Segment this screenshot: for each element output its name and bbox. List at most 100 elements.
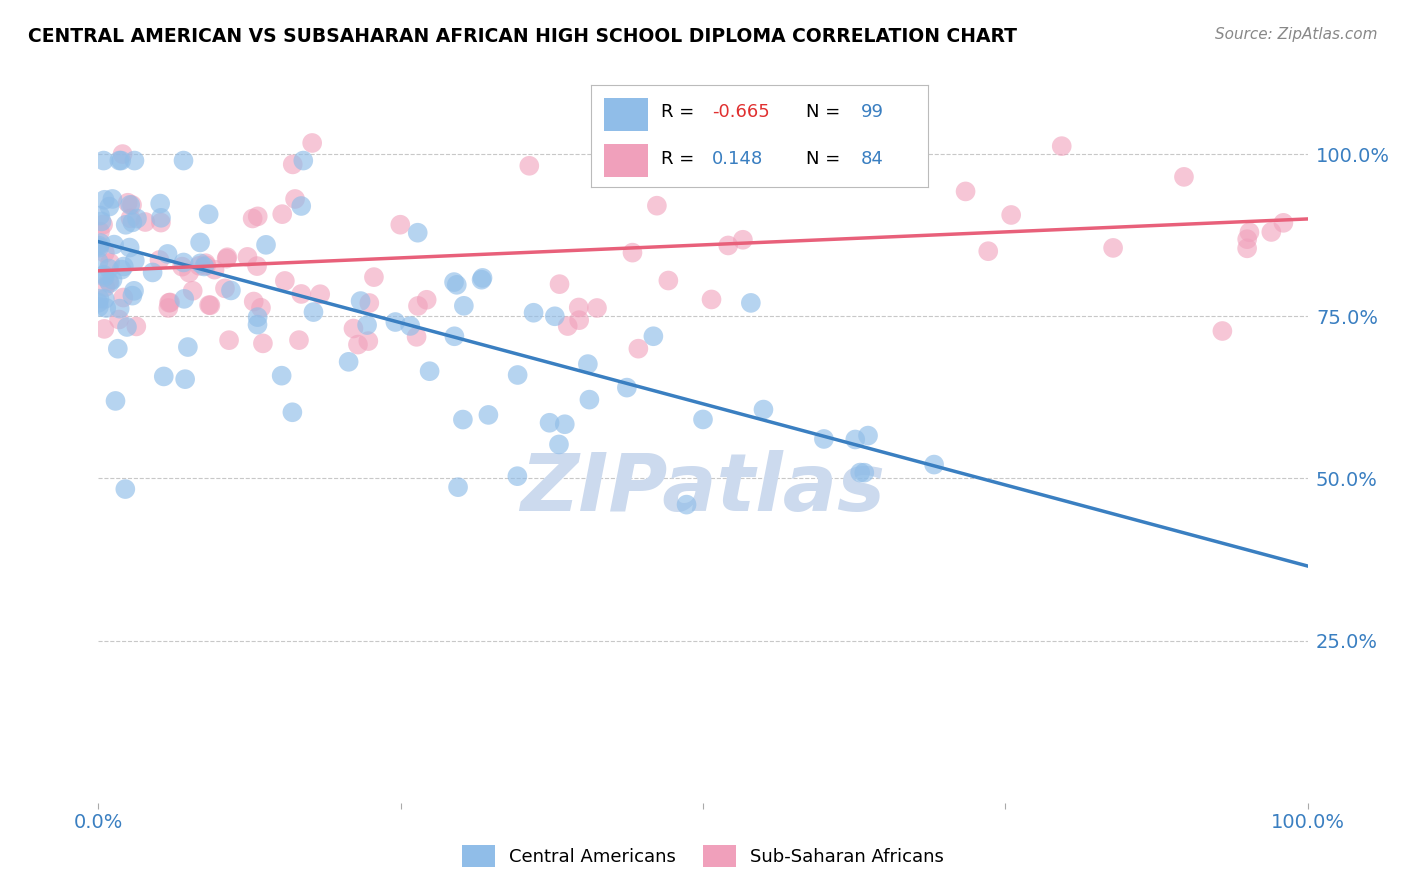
Point — [357, 334, 380, 348]
Point — [1260, 225, 1282, 239]
Text: R =: R = — [661, 150, 695, 168]
Point — [645, 199, 668, 213]
Point — [193, 260, 215, 274]
Point — [443, 329, 465, 343]
Point — [197, 207, 219, 221]
Point — [218, 333, 240, 347]
Point — [110, 262, 132, 277]
Point — [215, 252, 238, 266]
Point — [242, 211, 264, 226]
Point — [108, 153, 131, 168]
Point — [1236, 232, 1258, 246]
Point — [506, 469, 529, 483]
Point — [301, 136, 323, 150]
Point — [200, 298, 222, 312]
Point — [148, 252, 170, 267]
Point — [93, 268, 115, 282]
Point — [443, 275, 465, 289]
Point — [274, 274, 297, 288]
Point — [557, 319, 579, 334]
Point — [246, 259, 269, 273]
Point — [384, 315, 406, 329]
Point — [399, 318, 422, 333]
Point — [115, 320, 138, 334]
Point — [692, 412, 714, 426]
Point — [451, 412, 474, 426]
Point — [246, 318, 269, 332]
Point — [173, 255, 195, 269]
Point — [538, 416, 561, 430]
Point — [98, 200, 121, 214]
Point — [104, 393, 127, 408]
Point — [96, 301, 118, 315]
Point — [700, 293, 723, 307]
Point — [288, 333, 311, 347]
Point — [290, 287, 312, 301]
Point — [415, 293, 437, 307]
Point — [477, 408, 499, 422]
Text: N =: N = — [807, 103, 841, 121]
Point — [568, 313, 591, 327]
Point — [112, 291, 135, 305]
Point — [219, 284, 242, 298]
Point — [349, 294, 371, 309]
Point — [281, 157, 304, 171]
Point — [114, 482, 136, 496]
Point — [89, 292, 111, 306]
Point — [125, 211, 148, 226]
Point — [173, 153, 195, 168]
Point — [198, 298, 221, 312]
Point — [97, 275, 120, 289]
Point — [576, 357, 599, 371]
Point — [190, 256, 212, 270]
Point — [1000, 208, 1022, 222]
Point — [142, 265, 165, 279]
Point — [195, 259, 218, 273]
Point — [177, 340, 200, 354]
Point — [101, 192, 124, 206]
Point — [89, 241, 111, 255]
Point — [107, 342, 129, 356]
Point — [108, 301, 131, 316]
Point — [616, 381, 638, 395]
Point — [1050, 139, 1073, 153]
Point — [302, 305, 325, 319]
Point — [717, 238, 740, 252]
Point — [87, 300, 110, 314]
Point — [181, 284, 204, 298]
Point — [389, 218, 412, 232]
Point — [122, 284, 145, 298]
Point — [668, 166, 690, 180]
Point — [121, 215, 143, 229]
Point — [117, 195, 139, 210]
Point — [517, 159, 540, 173]
Point — [120, 198, 142, 212]
Point — [149, 196, 172, 211]
Point — [217, 250, 239, 264]
Point — [242, 294, 264, 309]
Point — [731, 233, 754, 247]
Point — [134, 215, 156, 229]
Point — [621, 245, 644, 260]
Point — [548, 437, 571, 451]
FancyBboxPatch shape — [605, 98, 648, 131]
Point — [125, 319, 148, 334]
Point — [89, 225, 111, 239]
Text: 99: 99 — [860, 103, 883, 121]
Point — [110, 153, 132, 168]
Point — [124, 253, 146, 268]
Point — [347, 337, 370, 351]
Point — [93, 270, 115, 285]
Point — [675, 498, 697, 512]
Point — [1173, 169, 1195, 184]
Point — [173, 292, 195, 306]
Point — [97, 261, 120, 276]
Point — [406, 226, 429, 240]
Point — [446, 277, 468, 292]
Point — [246, 310, 269, 325]
Point — [419, 364, 441, 378]
Point — [87, 295, 110, 310]
Point — [87, 238, 110, 252]
Point — [94, 280, 117, 294]
Point — [1211, 324, 1233, 338]
